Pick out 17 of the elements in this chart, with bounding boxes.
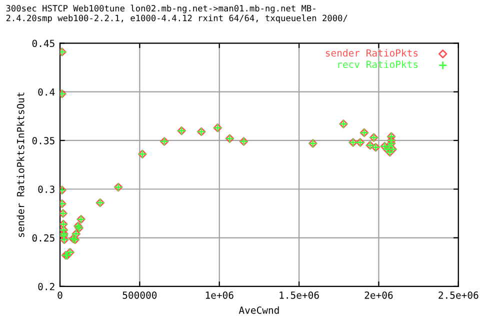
chart-title: 300sec HSTCP Web100tune lon02.mb-ng.net->man01.mb-ng.net MB- 2.4.20smp web100-2.2.1, e1000-4.4.12 rxint 64/64, txqueuelen 2000/ (6, 4, 348, 23)
x-tick-label: 0 (58, 291, 62, 299)
legend-label: recv RatioPkts (338, 60, 418, 68)
y-tick-label: 0.3 (38, 186, 54, 193)
x-tick-label: 1.5e+06 (280, 291, 319, 299)
y-tick-label: 0.2 (38, 282, 54, 290)
y-tick-label: 0.4 (38, 88, 55, 96)
x-tick-label: 500000 (122, 291, 157, 299)
y-tick-label: 0.45 (32, 40, 54, 48)
x-axis-title: AveCwnd (238, 306, 279, 314)
y-tick-label: 0.25 (32, 234, 54, 242)
y-axis-title: sender RatioPktsInPktsOut (16, 92, 24, 237)
x-tick-label: 2e+06 (364, 291, 393, 299)
legend-label: sender RatioPkts (326, 49, 418, 57)
x-tick-label: 1e+06 (206, 291, 234, 299)
y-tick-label: 0.35 (32, 136, 54, 144)
x-tick-label: 2.5e+06 (438, 291, 478, 299)
